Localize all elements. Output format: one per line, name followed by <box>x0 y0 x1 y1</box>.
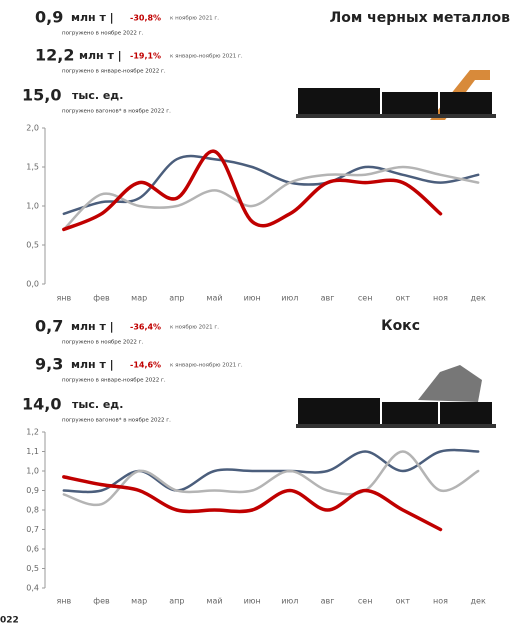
y-tick-label: 0,5 <box>26 564 39 573</box>
y-tick-label: 0,0 <box>26 280 39 289</box>
x-tick-label: сен <box>358 294 373 303</box>
y-tick-label: 1,5 <box>26 163 39 172</box>
x-tick-label: мар <box>131 597 147 606</box>
stat-note: погружено вагонов* в ноябре 2022 г. <box>62 109 171 115</box>
y-tick-label: 1,0 <box>26 202 39 211</box>
stat-unit: млн т | <box>71 320 114 333</box>
x-tick-label: дек <box>471 597 486 606</box>
stat-change-note: к январю-ноябрю 2021 г. <box>170 363 243 369</box>
x-tick-label: май <box>206 597 222 606</box>
stat-note: погружено вагонов* в ноябре 2022 г. <box>62 418 171 424</box>
x-tick-label: апр <box>169 597 184 606</box>
series-line <box>62 154 480 216</box>
stat-change: -14,6% <box>130 361 161 370</box>
y-tick-label: 2,0 <box>26 124 39 133</box>
chart-title: Лом черных металлов <box>330 10 511 26</box>
stat-change: -36,4% <box>130 323 161 332</box>
y-tick-label: 1,0 <box>26 467 39 476</box>
x-tick-label: мар <box>131 294 147 303</box>
x-tick-label: сен <box>358 597 373 606</box>
y-tick-label: 0,5 <box>26 241 39 250</box>
x-tick-label: апр <box>169 294 184 303</box>
x-tick-label: июл <box>281 597 298 606</box>
stat-note: погружено в ноябре 2022 г. <box>62 31 144 37</box>
series-line <box>62 165 480 231</box>
stat-unit: тыс. ед. <box>72 398 123 411</box>
x-tick-label: окт <box>396 597 411 606</box>
x-tick-label: янв <box>56 294 71 303</box>
series-line <box>62 450 480 507</box>
x-tick-label: фев <box>93 597 110 606</box>
stat-note: погружено в январе-ноябре 2022 г. <box>62 378 166 384</box>
stat-value: 15,0 <box>22 86 61 105</box>
series-line <box>62 149 443 232</box>
y-tick-label: 1,2 <box>26 428 39 437</box>
stat-value: 0,7 <box>35 317 63 336</box>
x-tick-label: июн <box>244 294 261 303</box>
x-tick-label: июн <box>244 597 261 606</box>
series-line <box>62 448 480 494</box>
stat-change-note: к январю-ноябрю 2021 г. <box>170 54 243 60</box>
stat-value: 0,9 <box>35 8 63 27</box>
train-illustration <box>296 70 496 120</box>
stat-change: -19,1% <box>130 52 161 61</box>
stat-value: 14,0 <box>22 395 61 414</box>
stat-change-note: к ноябрю 2021 г. <box>170 16 219 22</box>
stat-value: 12,2 <box>35 46 74 65</box>
y-tick-label: 0,6 <box>26 545 39 554</box>
stat-value: 9,3 <box>35 355 63 374</box>
train-illustration <box>296 365 496 428</box>
y-tick-label: 0,8 <box>26 506 39 515</box>
y-tick-label: 0,9 <box>26 486 39 495</box>
x-tick-label: авг <box>321 597 335 606</box>
stat-change-note: к ноябрю 2021 г. <box>170 325 219 331</box>
x-tick-label: дек <box>471 294 486 303</box>
y-tick-label: 0,4 <box>26 584 39 593</box>
stat-unit: млн т | <box>79 49 122 62</box>
x-tick-label: ноя <box>433 597 448 606</box>
stat-change: -30,8% <box>130 14 161 23</box>
x-tick-label: ноя <box>433 294 448 303</box>
footer: 022 <box>0 616 19 626</box>
y-tick-label: 1,1 <box>26 447 39 456</box>
x-tick-label: май <box>206 294 222 303</box>
y-tick-label: 0,7 <box>26 525 39 534</box>
stat-unit: млн т | <box>71 11 114 24</box>
stat-unit: млн т | <box>71 358 114 371</box>
x-tick-label: июл <box>281 294 298 303</box>
chart-title: Кокс <box>381 318 420 334</box>
x-tick-label: янв <box>56 597 71 606</box>
x-tick-label: авг <box>321 294 335 303</box>
x-tick-label: окт <box>396 294 411 303</box>
stat-note: погружено в январе-ноябре 2022 г. <box>62 69 166 75</box>
x-tick-label: фев <box>93 294 110 303</box>
series-line <box>62 475 443 532</box>
stat-note: погружено в ноябре 2022 г. <box>62 340 144 346</box>
stat-unit: тыс. ед. <box>72 89 123 102</box>
